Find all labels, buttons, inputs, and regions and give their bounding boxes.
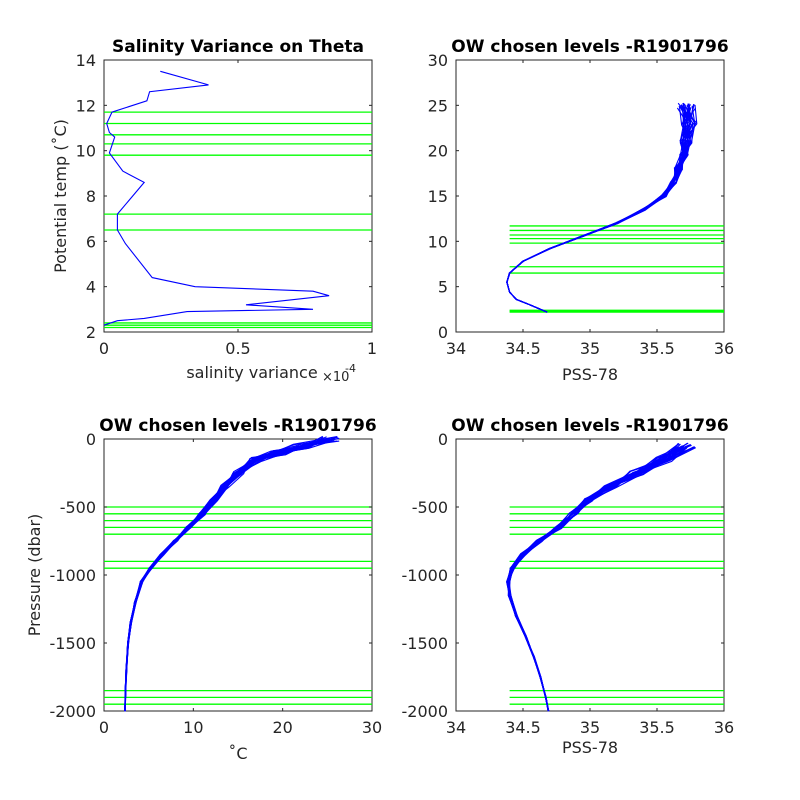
- x-axis-ticks: 0 10 20 30: [99, 439, 382, 737]
- x-tick-label: 35.5: [639, 718, 675, 737]
- y-axis-ticks: -2000 -1500 -1000 -500 0: [50, 430, 372, 721]
- y-tick-label: -2000: [402, 702, 449, 721]
- profile-line: [506, 104, 695, 313]
- y-tick-label: 10: [428, 232, 448, 251]
- profile-lines: [124, 435, 340, 712]
- profile-lines: [506, 442, 697, 712]
- x-axis-ticks: 34 34.5 35 35.5 36: [446, 60, 734, 358]
- y-tick-label: 8: [86, 187, 96, 206]
- y-tick-label: 0: [438, 430, 448, 449]
- profile-line: [508, 446, 694, 712]
- x-tick-label: 0.5: [225, 339, 250, 358]
- y-tick-label: -1500: [402, 634, 449, 653]
- x-axis-exponent-base: ×10: [322, 370, 349, 385]
- y-tick-label: -500: [412, 498, 448, 517]
- panel-tp: 0 10 20 30 -2000 -1500 -1000 -500 0 OW chosen l…: [25, 416, 382, 763]
- x-tick-label: 1: [367, 339, 377, 358]
- profile-line: [124, 435, 324, 712]
- chart-title: OW chosen levels -R1901796: [451, 416, 728, 436]
- profile-lines: [506, 102, 698, 313]
- x-tick-label: 35: [580, 339, 600, 358]
- chart-title: OW chosen levels -R1901796: [99, 416, 376, 436]
- x-tick-label: 0: [99, 718, 109, 737]
- chosen-levels: [104, 506, 372, 705]
- y-tick-label: 0: [86, 430, 96, 449]
- y-axis-ticks: 2 4 6 8 10 12 14: [76, 51, 372, 342]
- y-tick-label: 0: [438, 323, 448, 342]
- x-tick-label: 35: [580, 718, 600, 737]
- y-axis-label: Pressure (dbar): [25, 514, 44, 637]
- panel-ts: 34 34.5 35 35.5 36 0 5 10 15 20 25 30 OW chosen le…: [428, 37, 735, 384]
- y-tick-label: 15: [428, 187, 448, 206]
- x-axis-label: PSS-78: [562, 738, 618, 757]
- x-tick-label: 34.5: [505, 339, 541, 358]
- profile-lines: [103, 70, 330, 326]
- x-tick-label: 35.5: [639, 339, 675, 358]
- y-tick-label: -1000: [402, 566, 449, 585]
- x-tick-label: 10: [183, 718, 203, 737]
- panel-sp: 34 34.5 35 35.5 36 -2000 -1500 -1000 -500 0 OW c…: [402, 416, 735, 757]
- y-tick-label: 14: [76, 51, 96, 70]
- x-tick-label: 36: [714, 718, 734, 737]
- y-tick-label: -2000: [50, 702, 97, 721]
- y-axis-ticks: -2000 -1500 -1000 -500 0: [402, 430, 724, 721]
- y-tick-label: 2: [86, 323, 96, 342]
- y-tick-label: 20: [428, 142, 448, 161]
- y-tick-label: -500: [60, 498, 96, 517]
- x-axis-exponent-power: -4: [345, 362, 356, 375]
- y-tick-label: -1000: [50, 566, 97, 585]
- profile-line: [124, 437, 340, 711]
- profile-line: [103, 70, 330, 326]
- y-tick-label: 12: [76, 96, 96, 115]
- chosen-levels: [104, 111, 372, 329]
- chart-title: Salinity Variance on Theta: [112, 37, 364, 57]
- x-axis-label: ˚C: [228, 744, 247, 763]
- plot-area: [103, 438, 373, 712]
- y-tick-label: 6: [86, 232, 96, 251]
- plot-area: [455, 59, 725, 333]
- plot-area: [455, 438, 725, 712]
- x-tick-label: 34.5: [505, 718, 541, 737]
- y-tick-label: 30: [428, 51, 448, 70]
- plot-area: [103, 59, 373, 333]
- chart-title: OW chosen levels -R1901796: [451, 37, 728, 57]
- x-tick-label: 36: [714, 339, 734, 358]
- panel-salinity-variance: 0 0.5 1 2 4 6 8 10 12 14 Salinity Variance on Th…: [51, 37, 377, 385]
- x-tick-label: 34: [446, 339, 466, 358]
- y-axis-ticks: 0 5 10 15 20 25 30: [428, 51, 724, 342]
- x-tick-label: 20: [272, 718, 292, 737]
- y-tick-label: -1500: [50, 634, 97, 653]
- y-tick-label: 10: [76, 142, 96, 161]
- y-tick-label: 4: [86, 278, 96, 297]
- x-tick-label: 34: [446, 718, 466, 737]
- y-tick-label: 25: [428, 96, 448, 115]
- x-axis-ticks: 34 34.5 35 35.5 36: [446, 439, 734, 737]
- chosen-levels: [509, 506, 724, 705]
- x-tick-label: 0: [99, 339, 109, 358]
- y-axis-label: Potential temp (˚C): [51, 119, 70, 273]
- y-tick-label: 5: [438, 278, 448, 297]
- x-axis-label: PSS-78: [562, 365, 618, 384]
- x-tick-label: 30: [362, 718, 382, 737]
- x-axis-label: salinity variance: [186, 363, 317, 382]
